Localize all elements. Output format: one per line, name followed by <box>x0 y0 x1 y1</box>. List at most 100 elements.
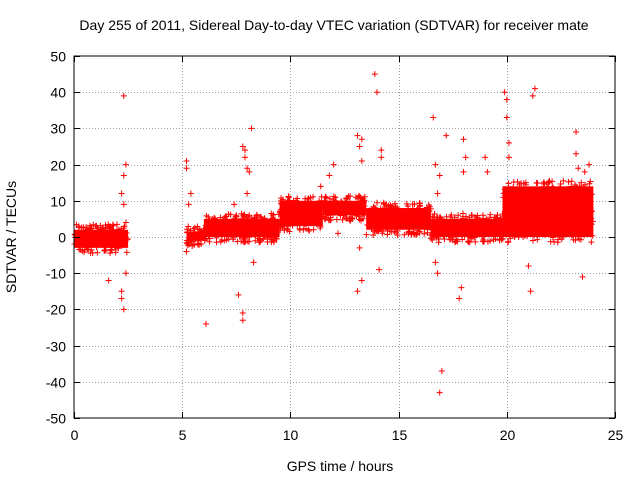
outlier-point <box>482 154 489 161</box>
data-point <box>429 230 436 237</box>
data-point <box>568 183 575 190</box>
data-point <box>286 228 293 235</box>
data-point <box>315 207 322 214</box>
data-point <box>309 218 316 225</box>
data-point <box>580 184 587 191</box>
data-point <box>554 228 561 235</box>
data-point <box>446 221 453 228</box>
data-point <box>321 216 328 223</box>
outlier-point <box>434 270 441 277</box>
outlier-point <box>436 389 443 396</box>
data-point <box>412 231 419 238</box>
data-point <box>198 240 205 247</box>
outlier-point <box>120 201 127 208</box>
data-point <box>582 218 589 225</box>
data-point <box>359 211 366 218</box>
data-point <box>564 186 571 193</box>
data-point <box>556 196 563 203</box>
data-point <box>553 229 560 236</box>
data-point <box>573 183 580 190</box>
data-point <box>236 233 243 240</box>
x-tick-label: 15 <box>392 427 408 443</box>
outlier-point <box>358 277 365 284</box>
x-tick-label: 10 <box>283 427 299 443</box>
x-tick-labels: 0 5 10 15 20 25 <box>71 427 624 443</box>
data-point <box>239 215 246 222</box>
data-point <box>193 231 200 238</box>
data-point <box>410 224 417 231</box>
data-point <box>368 225 375 232</box>
outlier-point <box>484 168 491 175</box>
data-point <box>360 195 367 202</box>
data-point <box>419 217 426 224</box>
data-point <box>296 225 303 232</box>
data-point <box>589 218 596 225</box>
data-point <box>305 219 312 226</box>
outlier-point <box>354 132 361 139</box>
data-point <box>121 223 128 230</box>
data-point <box>333 216 340 223</box>
data-point <box>487 214 494 221</box>
data-point <box>558 207 565 214</box>
data-point <box>522 188 529 195</box>
data-point <box>523 225 530 232</box>
outlier-point <box>185 201 192 208</box>
outlier-point <box>105 277 112 284</box>
data-point <box>431 210 438 217</box>
data-point <box>587 205 594 212</box>
data-point <box>243 218 250 225</box>
data-point <box>290 209 297 216</box>
data-point <box>391 200 398 207</box>
outlier-point <box>505 154 512 161</box>
data-point <box>89 250 96 257</box>
data-point <box>370 215 377 222</box>
outlier-point <box>183 157 190 164</box>
outlier-point <box>438 367 445 374</box>
outlier-point <box>458 284 465 291</box>
data-point <box>240 213 247 220</box>
data-point <box>323 194 330 201</box>
data-point <box>107 223 114 230</box>
outlier-point <box>501 89 508 96</box>
data-point <box>517 186 524 193</box>
data-point <box>466 234 473 241</box>
outlier-point <box>503 114 510 121</box>
outlier-point <box>300 226 307 233</box>
data-point <box>466 225 473 232</box>
outlier-point <box>378 154 385 161</box>
data-point <box>562 192 569 199</box>
data-point <box>321 205 328 212</box>
data-point <box>454 238 461 245</box>
x-tick-label: 20 <box>500 427 516 443</box>
data-point <box>74 240 81 247</box>
data-point <box>519 196 526 203</box>
data-point <box>577 218 584 225</box>
data-point <box>296 205 303 212</box>
data-point <box>88 225 95 232</box>
data-point <box>439 221 446 228</box>
data-point <box>521 208 528 215</box>
outlier-point <box>118 295 125 302</box>
outlier-point <box>581 168 588 175</box>
data-point <box>540 179 547 186</box>
data-point <box>529 220 536 227</box>
data-point <box>565 178 572 185</box>
data-point <box>270 231 277 238</box>
data-point <box>101 247 108 254</box>
data-point <box>294 221 301 228</box>
outlier-point <box>120 306 127 313</box>
data-point <box>544 215 551 222</box>
data-point <box>544 224 551 231</box>
outlier-point <box>573 129 580 136</box>
data-point <box>565 229 572 236</box>
data-point <box>232 220 239 227</box>
data-point <box>380 201 387 208</box>
data-point <box>506 226 513 233</box>
data-point <box>308 200 315 207</box>
data-point <box>435 223 442 230</box>
data-point <box>340 208 347 215</box>
data-point <box>532 212 539 219</box>
data-point <box>341 212 348 219</box>
outlier-point <box>233 212 240 219</box>
data-point <box>194 241 201 248</box>
